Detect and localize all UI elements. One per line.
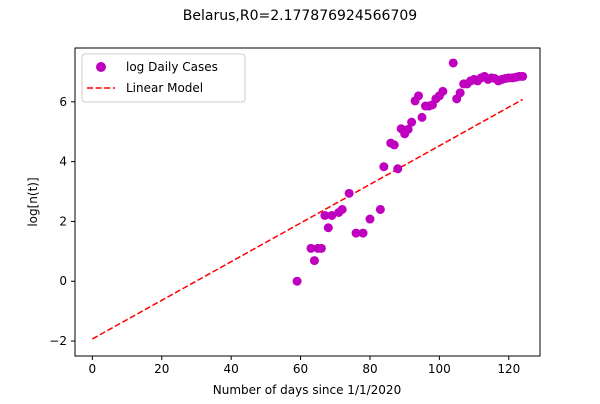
data-point (365, 214, 375, 224)
legend-label-linear-model: Linear Model (126, 81, 203, 95)
data-point (417, 112, 427, 122)
data-point (337, 204, 347, 214)
y-tick-label: 6 (59, 95, 67, 109)
legend-box (81, 53, 246, 103)
data-point (309, 256, 319, 266)
data-point (323, 223, 333, 233)
data-point (344, 188, 354, 198)
data-point (448, 58, 458, 68)
data-point (351, 228, 361, 238)
data-point (358, 228, 368, 238)
y-tick-label: 2 (59, 214, 67, 228)
x-tick-label: 80 (362, 362, 377, 376)
linear-model-line (91, 98, 524, 340)
chart-title: Belarus,R0=2.177876924566709 (183, 8, 417, 24)
data-point (393, 164, 403, 174)
legend-label-log-daily-cases: log Daily Cases (126, 60, 218, 74)
x-tick-label: 40 (224, 362, 239, 376)
data-point (320, 210, 330, 220)
x-axis-label: Number of days since 1/1/2020 (213, 383, 401, 397)
data-point (375, 204, 385, 214)
data-point (438, 86, 448, 96)
x-tick-label: 60 (293, 362, 308, 376)
data-point (316, 243, 326, 253)
data-point (327, 210, 337, 220)
data-point (407, 117, 417, 127)
y-axis-ticks: −2 0 2 4 6 (49, 95, 75, 348)
data-point (455, 88, 465, 98)
data-point (379, 162, 389, 172)
legend-marker-log-daily-cases (96, 62, 106, 72)
x-tick-label: 0 (89, 362, 97, 376)
data-point (414, 91, 424, 101)
y-tick-label: 4 (59, 155, 67, 169)
data-point (403, 124, 413, 134)
data-point (518, 71, 528, 81)
legend: log Daily Cases Linear Model (81, 53, 246, 103)
data-point (389, 140, 399, 150)
x-axis-ticks: 0 20 40 60 80 100 120 (89, 356, 520, 376)
data-point (292, 276, 302, 286)
x-tick-label: 120 (497, 362, 520, 376)
y-axis-label: log[n(t)] (26, 177, 40, 226)
x-tick-label: 20 (154, 362, 169, 376)
plot-frame (74, 47, 541, 357)
series-layer (91, 58, 528, 340)
x-tick-label: 100 (428, 362, 451, 376)
y-tick-label: −2 (49, 334, 67, 348)
y-tick-label: 0 (59, 274, 67, 288)
data-point (306, 243, 316, 253)
